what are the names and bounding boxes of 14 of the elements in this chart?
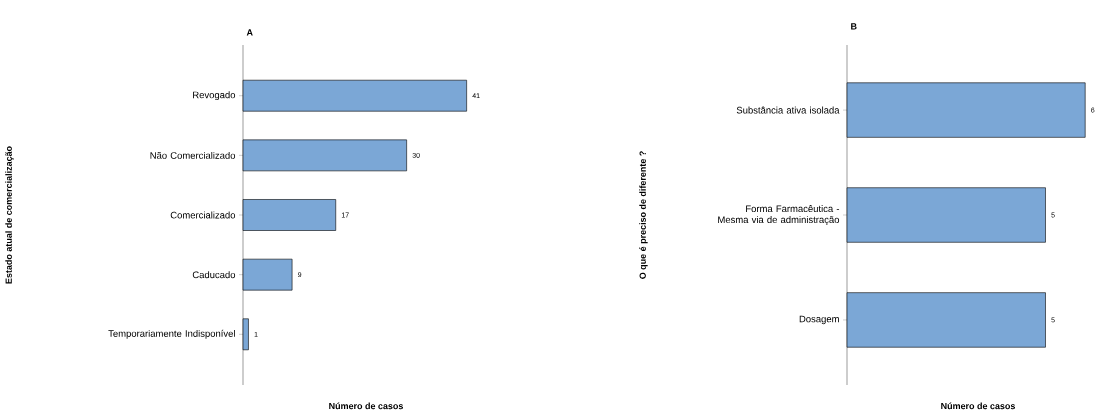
x-axis-title: Número de casos xyxy=(941,402,1016,410)
y-axis-title: O que é preciso de diferente ? xyxy=(639,151,648,279)
y-tick-label: Substância ativa isolada xyxy=(736,106,840,114)
y-tick-label: Comercializado xyxy=(170,211,236,219)
y-tick-label: Dosagem xyxy=(799,315,839,325)
y-tick-label: Caducado xyxy=(192,271,236,279)
y-tick-label: Temporariamente Indisponível xyxy=(108,329,235,339)
y-tick-label: Revogado xyxy=(193,91,236,101)
y-tick-label: Não Comercializado xyxy=(150,151,236,159)
x-axis-title: Número de casos xyxy=(329,402,404,410)
chart-title: B xyxy=(851,23,857,30)
y-axis-title: Estado atual de comercialização xyxy=(5,146,14,284)
chart-title: A xyxy=(246,29,253,36)
y-tick-label: Forma Farmacêutica - Mesma via de administração xyxy=(718,205,840,225)
